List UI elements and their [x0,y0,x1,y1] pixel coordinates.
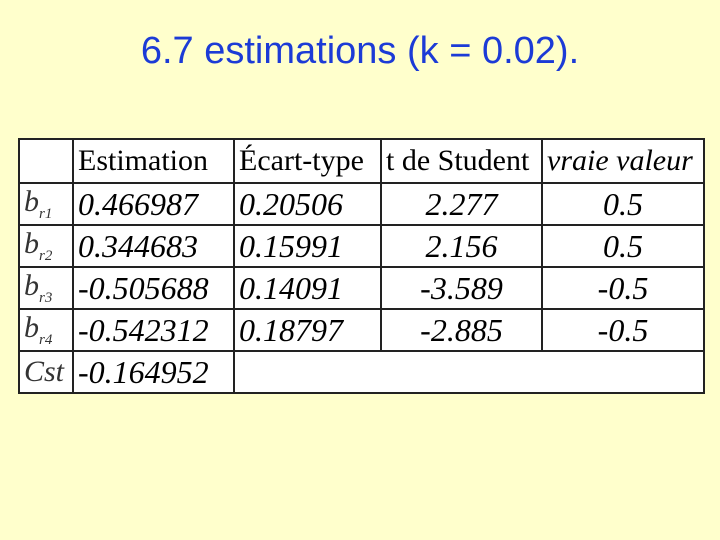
table-row: br4 -0.542312 0.18797 -2.885 -0.5 [18,308,705,352]
row-label: br1 [18,182,74,226]
empty-cell [233,350,705,394]
value-cell: -3.589 [380,266,543,310]
value-cell: 0.344683 [72,224,235,268]
row-label-base: b [24,269,39,302]
value-cell: -0.164952 [72,350,235,394]
row-label-base: b [24,311,39,344]
row-label-sub: r4 [39,332,53,348]
row-label-base: Cst [24,355,65,388]
corner-cell [18,138,74,184]
header-cell: t de Student [380,138,543,184]
table-row: Cst -0.164952 [18,350,705,394]
row-label: br3 [18,266,74,310]
value-cell: 0.466987 [72,182,235,226]
table-row: br1 0.466987 0.20506 2.277 0.5 [18,182,705,226]
row-label-base: b [24,185,39,218]
value-cell: 0.18797 [233,308,382,352]
value-cell: 0.5 [541,224,705,268]
value-cell: -0.5 [541,308,705,352]
value-cell: -0.5 [541,266,705,310]
value-cell: 0.15991 [233,224,382,268]
row-label: Cst [18,350,74,394]
value-cell: 2.156 [380,224,543,268]
row-label-sub: r3 [39,290,53,306]
header-row: Estimation Écart-type t de Student vraie… [18,138,705,184]
row-label-sub: r1 [39,206,53,222]
header-cell: Écart-type [233,138,382,184]
value-cell: -2.885 [380,308,543,352]
row-label-base: b [24,227,39,260]
value-cell: -0.542312 [72,308,235,352]
row-label-sub: r2 [39,248,53,264]
value-cell: 0.14091 [233,266,382,310]
slide-title: 6.7 estimations (k = 0.02). [140,30,580,72]
value-cell: 0.5 [541,182,705,226]
header-cell: Estimation [72,138,235,184]
value-cell: -0.505688 [72,266,235,310]
row-label: br4 [18,308,74,352]
table-row: br2 0.344683 0.15991 2.156 0.5 [18,224,705,268]
value-cell: 2.277 [380,182,543,226]
value-cell: 0.20506 [233,182,382,226]
results-table: Estimation Écart-type t de Student vraie… [18,138,705,394]
row-label: br2 [18,224,74,268]
header-cell: vraie valeur [541,138,705,184]
table-row: br3 -0.505688 0.14091 -3.589 -0.5 [18,266,705,310]
